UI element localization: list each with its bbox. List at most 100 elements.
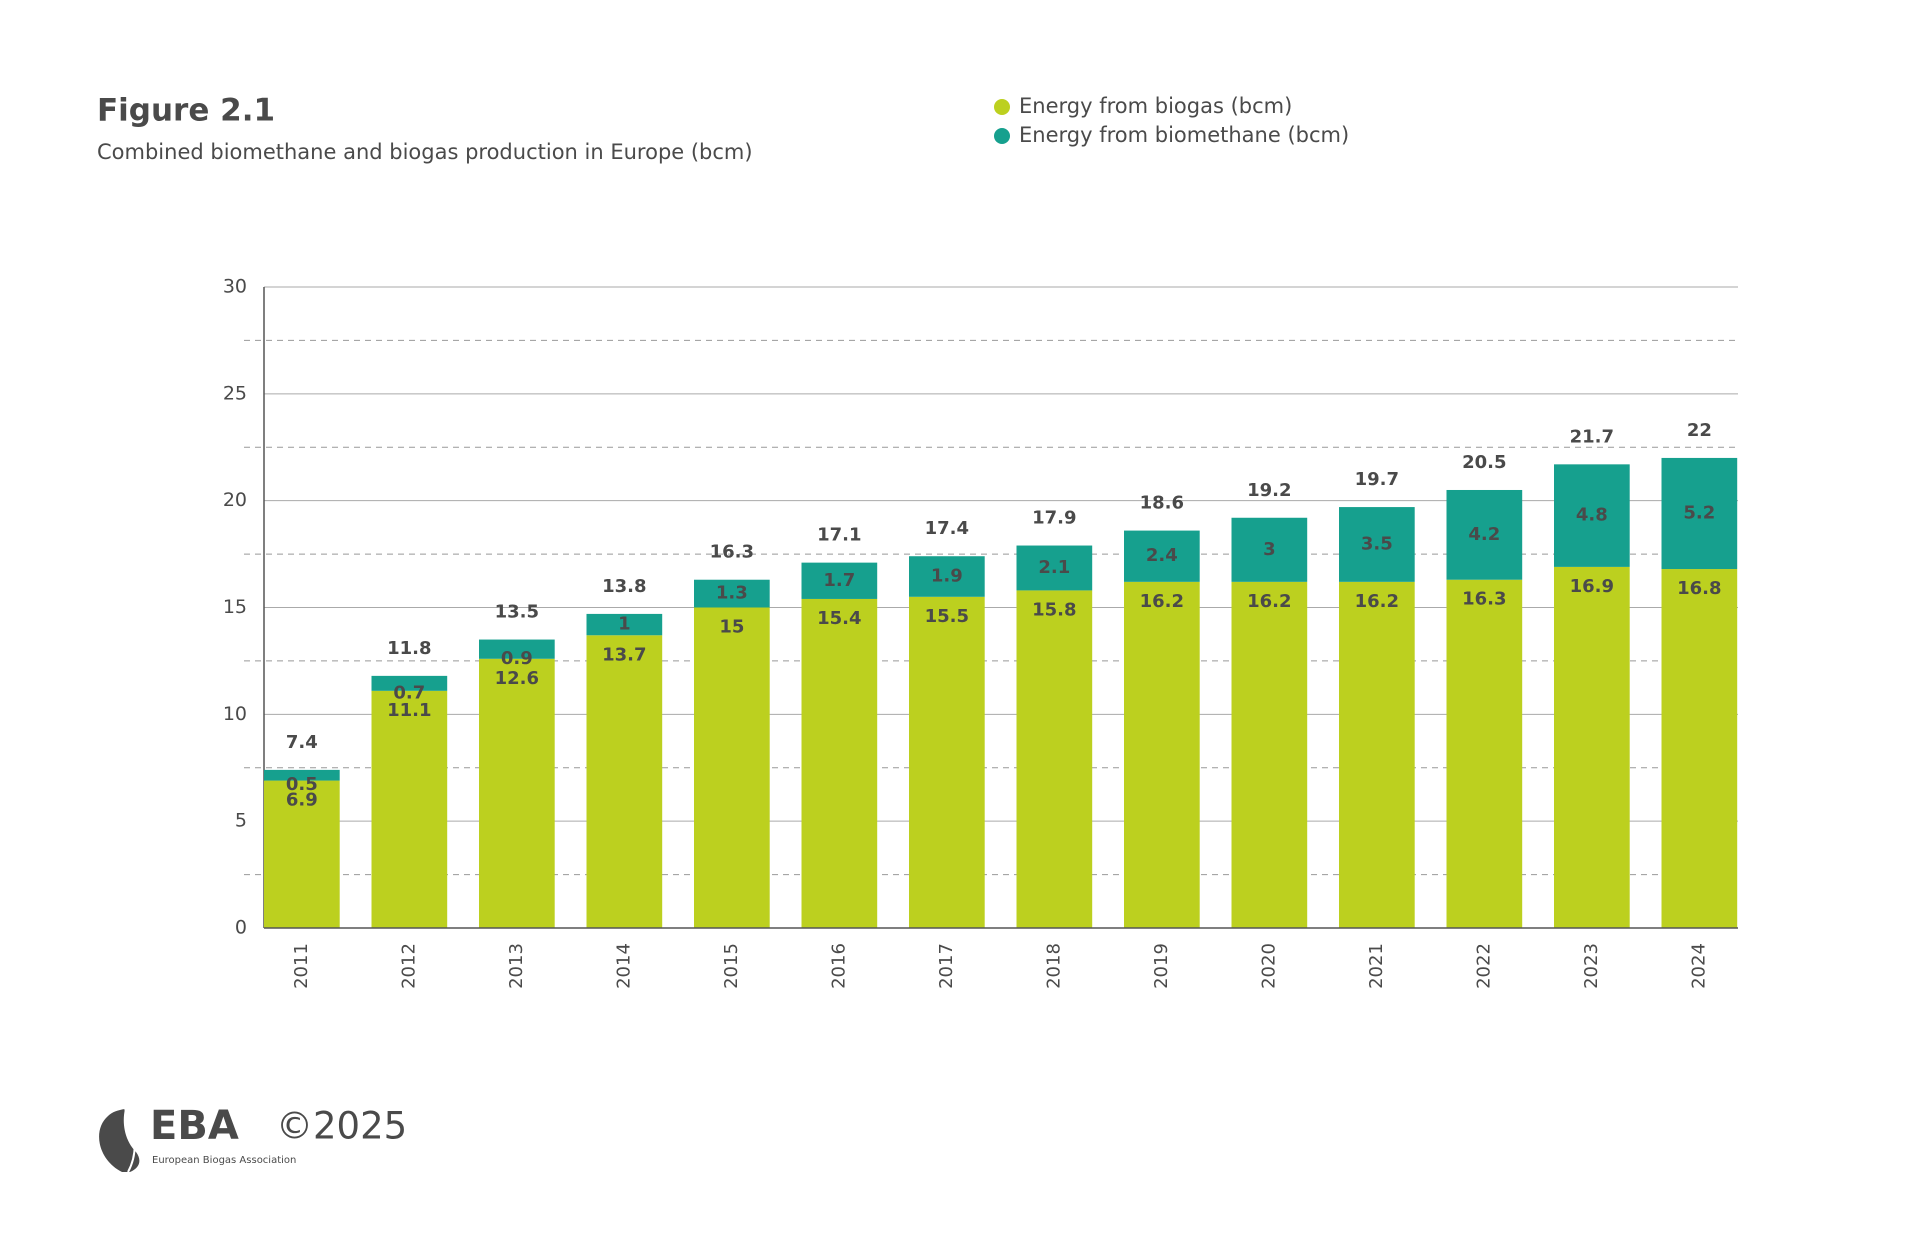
segment-label: 0.9: [501, 648, 533, 669]
legend-swatch: [994, 99, 1010, 115]
segment-label: 6.9: [286, 790, 318, 811]
chart-subtitle: Combined biomethane and biogas productio…: [97, 140, 753, 164]
total-label: 19.7: [1355, 469, 1399, 490]
segment-label: 3.5: [1361, 533, 1393, 554]
segment-label: 16.2: [1140, 591, 1184, 612]
bar-segment: [694, 579, 770, 608]
y-tick-label: 25: [223, 382, 247, 404]
segment-label: 2.1: [1038, 557, 1070, 578]
segment-label: 0.5: [286, 774, 318, 795]
x-tick-label: 2019: [1151, 943, 1172, 989]
legend-label: Energy from biomethane (bcm): [1019, 123, 1349, 147]
bar-segment: [1016, 545, 1093, 591]
bar-segment: [801, 562, 878, 599]
bar-segment: [479, 658, 555, 928]
y-tick-label: 20: [223, 489, 247, 511]
bar-segment: [586, 635, 663, 928]
x-tick-label: 2017: [936, 943, 957, 989]
chart-title: Figure 2.1: [97, 93, 275, 129]
segment-label: 2.4: [1146, 545, 1178, 566]
segment-label: 1: [618, 614, 631, 635]
total-label: 22: [1687, 420, 1712, 441]
total-label: 16.3: [710, 542, 754, 563]
bar-segment: [1446, 579, 1523, 928]
total-label: 21.7: [1570, 426, 1614, 447]
bar-segment: [1339, 507, 1415, 582]
bar-segment: [479, 639, 555, 659]
bar-segment: [1124, 530, 1200, 582]
bar-segment: [694, 607, 770, 928]
segment-label: 13.7: [602, 644, 646, 665]
bar-segment: [1124, 581, 1200, 928]
segment-label: 16.3: [1462, 589, 1506, 610]
bar-segment: [1661, 569, 1738, 928]
x-tick-label: 2021: [1366, 943, 1387, 989]
legend-swatch: [994, 128, 1010, 144]
segment-label: 15: [719, 617, 744, 638]
total-label: 17.4: [925, 518, 969, 539]
y-tick-label: 10: [223, 703, 247, 725]
bar-segment: [1231, 581, 1308, 928]
x-tick-label: 2012: [398, 943, 419, 989]
segment-label: 1.3: [716, 583, 748, 604]
logo-leaf: [99, 1109, 140, 1172]
x-tick-label: 2016: [828, 943, 849, 989]
total-label: 17.9: [1032, 508, 1076, 529]
bar-segment: [1554, 566, 1630, 928]
organization: European Biogas Association: [152, 1155, 296, 1166]
segment-label: 5.2: [1683, 502, 1715, 523]
segment-label: 16.8: [1677, 578, 1721, 599]
y-tick-label: 15: [223, 596, 247, 618]
legend-label: Energy from biogas (bcm): [1019, 94, 1292, 118]
segment-label: 15.8: [1032, 599, 1076, 620]
x-tick-label: 2015: [721, 943, 742, 989]
logo-text: EBA: [150, 1103, 239, 1149]
segment-label: 0.7: [393, 682, 425, 703]
total-label: 20.5: [1462, 452, 1506, 473]
segment-label: 3: [1263, 539, 1276, 560]
logo-vein: [124, 1108, 136, 1173]
total-label: 18.6: [1140, 493, 1184, 514]
x-tick-label: 2011: [291, 943, 312, 989]
bar-segment: [264, 769, 340, 781]
total-label: 17.1: [817, 525, 861, 546]
bar-segment: [909, 596, 985, 928]
segment-label: 4.2: [1468, 524, 1500, 545]
bar-segment: [371, 675, 448, 691]
bar-segment: [1016, 590, 1093, 928]
segment-label: 1.9: [931, 566, 963, 587]
total-label: 13.8: [602, 576, 646, 597]
segment-label: 15.4: [817, 608, 861, 629]
bar-segment: [1231, 517, 1308, 582]
bar-segment: [909, 556, 985, 597]
segment-label: 16.2: [1355, 591, 1399, 612]
segment-label: 15.5: [925, 606, 969, 627]
segment-label: 11.1: [387, 700, 431, 721]
x-tick-label: 2024: [1688, 943, 1709, 989]
bar-segment: [1339, 581, 1415, 928]
copyright: ©2025: [276, 1105, 407, 1148]
bar-segment: [801, 598, 878, 928]
segment-label: 4.8: [1576, 505, 1608, 526]
bar-segment: [1661, 457, 1738, 570]
x-tick-label: 2020: [1258, 943, 1279, 989]
x-tick-label: 2022: [1473, 943, 1494, 989]
total-label: 11.8: [387, 638, 431, 659]
total-label: 19.2: [1247, 480, 1291, 501]
total-label: 7.4: [286, 732, 318, 753]
segment-label: 16.2: [1247, 591, 1291, 612]
segment-label: 12.6: [495, 668, 539, 689]
bar-segment: [371, 690, 448, 928]
total-label: 13.5: [495, 602, 539, 623]
segment-label: 1.7: [823, 570, 855, 591]
x-tick-label: 2014: [613, 943, 634, 989]
segment-label: 16.9: [1570, 576, 1614, 597]
x-tick-label: 2013: [506, 943, 527, 989]
y-tick-label: 0: [235, 917, 247, 939]
bar-segment: [264, 780, 340, 928]
y-tick-label: 5: [235, 810, 247, 832]
footer: EBA European Biogas Association ©2025: [99, 1103, 407, 1173]
x-tick-label: 2023: [1581, 943, 1602, 989]
